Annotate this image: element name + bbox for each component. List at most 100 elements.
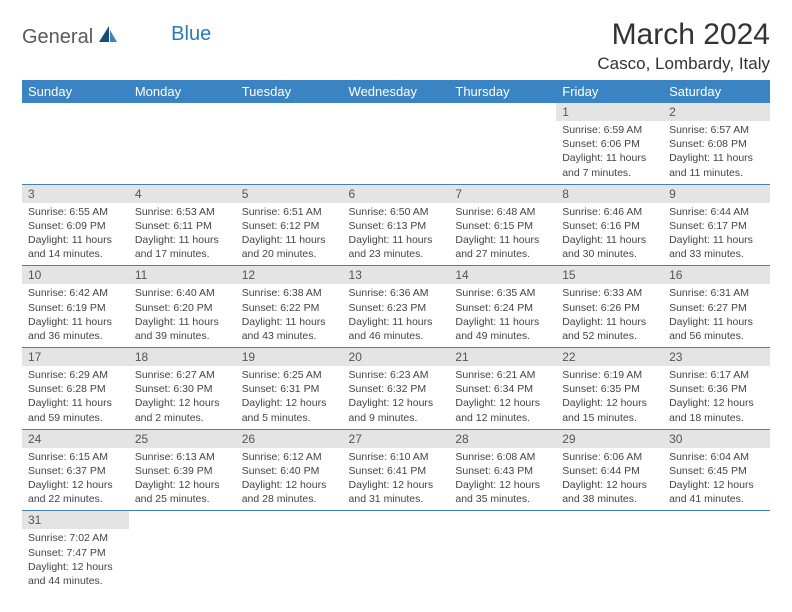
day-header-row: Sunday Monday Tuesday Wednesday Thursday… <box>22 80 770 103</box>
logo-text-general: General <box>22 26 93 49</box>
daylight-text: Daylight: 12 hours and 35 minutes. <box>455 478 550 506</box>
sunset-text: Sunset: 6:32 PM <box>349 382 444 396</box>
sunset-text: Sunset: 6:20 PM <box>135 301 230 315</box>
day-details: Sunrise: 6:23 AMSunset: 6:32 PMDaylight:… <box>343 366 450 429</box>
sunrise-text: Sunrise: 6:46 AM <box>562 205 657 219</box>
daylight-text: Daylight: 11 hours and 27 minutes. <box>455 233 550 261</box>
sunset-text: Sunset: 6:12 PM <box>242 219 337 233</box>
day-details: Sunrise: 6:17 AMSunset: 6:36 PMDaylight:… <box>663 366 770 429</box>
day-details: Sunrise: 6:19 AMSunset: 6:35 PMDaylight:… <box>556 366 663 429</box>
day-number: 30 <box>663 430 770 448</box>
day-details: Sunrise: 6:27 AMSunset: 6:30 PMDaylight:… <box>129 366 236 429</box>
sunrise-text: Sunrise: 6:27 AM <box>135 368 230 382</box>
day-details: Sunrise: 6:48 AMSunset: 6:15 PMDaylight:… <box>449 203 556 266</box>
sunrise-text: Sunrise: 6:53 AM <box>135 205 230 219</box>
day-number: 17 <box>22 348 129 366</box>
sunset-text: Sunset: 6:45 PM <box>669 464 764 478</box>
day-details: Sunrise: 6:57 AMSunset: 6:08 PMDaylight:… <box>663 121 770 184</box>
day-details: Sunrise: 6:42 AMSunset: 6:19 PMDaylight:… <box>22 284 129 347</box>
day-number: 3 <box>22 185 129 203</box>
sunrise-text: Sunrise: 6:48 AM <box>455 205 550 219</box>
calendar-cell <box>663 511 770 592</box>
calendar-cell: 28Sunrise: 6:08 AMSunset: 6:43 PMDayligh… <box>449 429 556 511</box>
sunrise-text: Sunrise: 6:57 AM <box>669 123 764 137</box>
day-number: 21 <box>449 348 556 366</box>
daylight-text: Daylight: 11 hours and 33 minutes. <box>669 233 764 261</box>
day-number: 18 <box>129 348 236 366</box>
day-details: Sunrise: 6:08 AMSunset: 6:43 PMDaylight:… <box>449 448 556 511</box>
sunset-text: Sunset: 6:41 PM <box>349 464 444 478</box>
calendar-week-row: 10Sunrise: 6:42 AMSunset: 6:19 PMDayligh… <box>22 266 770 348</box>
calendar-cell: 8Sunrise: 6:46 AMSunset: 6:16 PMDaylight… <box>556 184 663 266</box>
day-header: Tuesday <box>236 80 343 103</box>
sunset-text: Sunset: 7:47 PM <box>28 546 123 560</box>
day-number <box>343 511 450 515</box>
calendar-cell <box>449 511 556 592</box>
day-details: Sunrise: 6:04 AMSunset: 6:45 PMDaylight:… <box>663 448 770 511</box>
day-number <box>343 103 450 107</box>
day-number: 25 <box>129 430 236 448</box>
calendar-cell <box>22 103 129 184</box>
day-details: Sunrise: 6:10 AMSunset: 6:41 PMDaylight:… <box>343 448 450 511</box>
calendar-cell: 10Sunrise: 6:42 AMSunset: 6:19 PMDayligh… <box>22 266 129 348</box>
sunrise-text: Sunrise: 6:19 AM <box>562 368 657 382</box>
daylight-text: Daylight: 12 hours and 18 minutes. <box>669 396 764 424</box>
day-details: Sunrise: 7:02 AMSunset: 7:47 PMDaylight:… <box>22 529 129 592</box>
daylight-text: Daylight: 11 hours and 39 minutes. <box>135 315 230 343</box>
calendar-cell: 14Sunrise: 6:35 AMSunset: 6:24 PMDayligh… <box>449 266 556 348</box>
sail-icon <box>97 24 119 49</box>
sunset-text: Sunset: 6:26 PM <box>562 301 657 315</box>
calendar-cell: 17Sunrise: 6:29 AMSunset: 6:28 PMDayligh… <box>22 348 129 430</box>
calendar-cell: 11Sunrise: 6:40 AMSunset: 6:20 PMDayligh… <box>129 266 236 348</box>
sunset-text: Sunset: 6:11 PM <box>135 219 230 233</box>
calendar-cell <box>343 103 450 184</box>
month-title: March 2024 <box>597 18 770 52</box>
day-number: 23 <box>663 348 770 366</box>
calendar-week-row: 17Sunrise: 6:29 AMSunset: 6:28 PMDayligh… <box>22 348 770 430</box>
day-header: Friday <box>556 80 663 103</box>
sunrise-text: Sunrise: 7:02 AM <box>28 531 123 545</box>
calendar-cell: 4Sunrise: 6:53 AMSunset: 6:11 PMDaylight… <box>129 184 236 266</box>
day-details: Sunrise: 6:38 AMSunset: 6:22 PMDaylight:… <box>236 284 343 347</box>
sunset-text: Sunset: 6:19 PM <box>28 301 123 315</box>
daylight-text: Daylight: 12 hours and 12 minutes. <box>455 396 550 424</box>
day-header: Monday <box>129 80 236 103</box>
sunrise-text: Sunrise: 6:33 AM <box>562 286 657 300</box>
day-details: Sunrise: 6:25 AMSunset: 6:31 PMDaylight:… <box>236 366 343 429</box>
day-number <box>236 103 343 107</box>
daylight-text: Daylight: 12 hours and 41 minutes. <box>669 478 764 506</box>
day-number: 5 <box>236 185 343 203</box>
sunrise-text: Sunrise: 6:51 AM <box>242 205 337 219</box>
day-number: 26 <box>236 430 343 448</box>
sunrise-text: Sunrise: 6:06 AM <box>562 450 657 464</box>
calendar-cell: 26Sunrise: 6:12 AMSunset: 6:40 PMDayligh… <box>236 429 343 511</box>
day-number: 16 <box>663 266 770 284</box>
day-number <box>556 511 663 515</box>
sunset-text: Sunset: 6:39 PM <box>135 464 230 478</box>
calendar-cell: 18Sunrise: 6:27 AMSunset: 6:30 PMDayligh… <box>129 348 236 430</box>
sunrise-text: Sunrise: 6:55 AM <box>28 205 123 219</box>
calendar-cell: 1Sunrise: 6:59 AMSunset: 6:06 PMDaylight… <box>556 103 663 184</box>
calendar-cell: 31Sunrise: 7:02 AMSunset: 7:47 PMDayligh… <box>22 511 129 592</box>
sunset-text: Sunset: 6:44 PM <box>562 464 657 478</box>
sunrise-text: Sunrise: 6:42 AM <box>28 286 123 300</box>
sunrise-text: Sunrise: 6:13 AM <box>135 450 230 464</box>
day-header: Saturday <box>663 80 770 103</box>
sunset-text: Sunset: 6:24 PM <box>455 301 550 315</box>
calendar-cell: 24Sunrise: 6:15 AMSunset: 6:37 PMDayligh… <box>22 429 129 511</box>
calendar-cell <box>129 103 236 184</box>
day-number: 15 <box>556 266 663 284</box>
calendar-cell: 29Sunrise: 6:06 AMSunset: 6:44 PMDayligh… <box>556 429 663 511</box>
calendar-cell: 12Sunrise: 6:38 AMSunset: 6:22 PMDayligh… <box>236 266 343 348</box>
daylight-text: Daylight: 11 hours and 7 minutes. <box>562 151 657 179</box>
calendar-cell: 9Sunrise: 6:44 AMSunset: 6:17 PMDaylight… <box>663 184 770 266</box>
day-number: 12 <box>236 266 343 284</box>
day-details: Sunrise: 6:46 AMSunset: 6:16 PMDaylight:… <box>556 203 663 266</box>
calendar-cell <box>129 511 236 592</box>
sunset-text: Sunset: 6:06 PM <box>562 137 657 151</box>
day-details: Sunrise: 6:53 AMSunset: 6:11 PMDaylight:… <box>129 203 236 266</box>
day-number: 22 <box>556 348 663 366</box>
calendar-cell: 23Sunrise: 6:17 AMSunset: 6:36 PMDayligh… <box>663 348 770 430</box>
calendar-week-row: 3Sunrise: 6:55 AMSunset: 6:09 PMDaylight… <box>22 184 770 266</box>
day-details: Sunrise: 6:36 AMSunset: 6:23 PMDaylight:… <box>343 284 450 347</box>
